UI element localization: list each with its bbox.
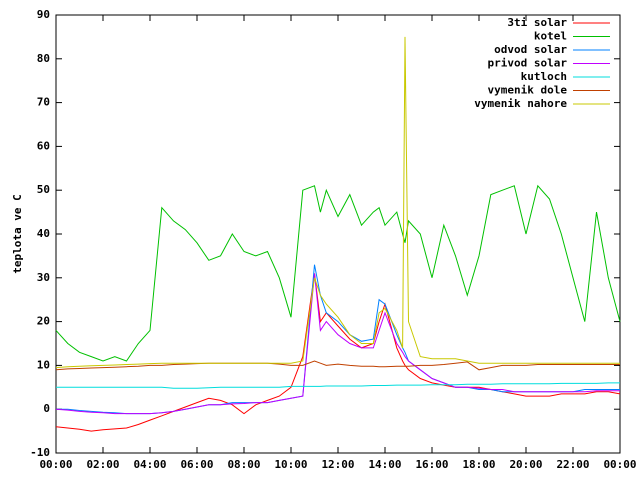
legend-label: privod solar	[488, 57, 568, 70]
y-tick-label: 10	[37, 358, 50, 371]
y-axis-label: teplota ve C	[11, 194, 24, 273]
legend-label: vymenik dole	[488, 84, 568, 97]
legend-label: kotel	[534, 30, 567, 43]
y-tick-label: 0	[43, 402, 50, 415]
series-line	[56, 382, 620, 389]
x-tick-label: 14:00	[368, 458, 401, 471]
y-tick-label: 80	[37, 52, 50, 65]
series-line	[55, 360, 620, 371]
x-tick-label: 10:00	[274, 458, 307, 471]
series-line	[55, 184, 621, 362]
series-line	[55, 273, 620, 415]
x-tick-label: 06:00	[180, 458, 213, 471]
x-tick-label: 20:00	[509, 458, 542, 471]
legend-label: kutloch	[521, 70, 567, 83]
x-tick-label: 00:00	[603, 458, 636, 471]
x-tick-label: 00:00	[39, 458, 72, 471]
legend-label: 3ti solar	[507, 16, 567, 29]
x-tick-label: 16:00	[415, 458, 448, 471]
x-tick-label: 18:00	[462, 458, 495, 471]
series-line	[55, 36, 620, 369]
y-tick-label: -10	[30, 446, 50, 459]
y-tick-label: 40	[37, 227, 50, 240]
y-tick-label: 20	[37, 315, 50, 328]
x-tick-label: 04:00	[133, 458, 166, 471]
y-tick-label: 70	[37, 96, 50, 109]
x-tick-label: 22:00	[556, 458, 589, 471]
series-line	[55, 273, 621, 432]
y-tick-label: 90	[37, 8, 50, 21]
x-tick-label: 12:00	[321, 458, 354, 471]
x-tick-label: 02:00	[86, 458, 119, 471]
legend-label: odvod solar	[494, 43, 567, 56]
x-tick-label: 08:00	[227, 458, 260, 471]
plot-border	[55, 14, 621, 454]
y-tick-label: 30	[37, 271, 50, 284]
y-tick-label: 50	[37, 183, 50, 196]
y-tick-label: 60	[37, 139, 50, 152]
legend-label: vymenik nahore	[474, 97, 567, 110]
